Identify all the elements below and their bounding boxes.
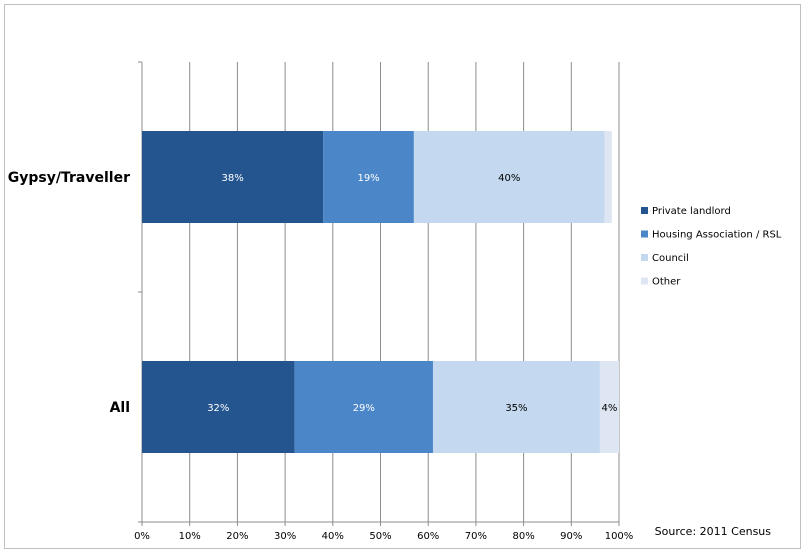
legend-swatch: [641, 207, 648, 214]
legend-entry: Council: [652, 253, 689, 264]
legend-swatch: [641, 277, 648, 285]
legend-entry: Other: [652, 277, 681, 288]
data-label: 29%: [353, 403, 375, 414]
chart-frame: 38% 19% 40% 32% 29% 35% 4% 0% 10% 20% 30% 40% 50% 60…: [4, 4, 801, 549]
legend-swatch: [641, 230, 648, 238]
x-tick-label: 50%: [369, 531, 391, 542]
data-label: 35%: [505, 403, 527, 414]
x-tick-label: 20%: [226, 531, 248, 542]
source-label: Source: 2011 Census: [655, 525, 772, 538]
legend-swatch: [641, 254, 648, 261]
bar-segment: [142, 131, 324, 223]
bar-segment: [604, 131, 612, 223]
category-label: Gypsy/Traveller: [8, 170, 130, 186]
bar-segment: [323, 131, 414, 223]
bar-segment: [432, 361, 600, 453]
bar-segment: [142, 361, 295, 453]
x-tick-labels: 0% 10% 20% 30% 40% 50% 60% 70% 80% 90% 100%: [134, 531, 633, 542]
legend: Private landlord Housing Association / RS…: [641, 206, 782, 288]
legend-entry: Private landlord: [652, 206, 731, 217]
x-tick-label: 60%: [417, 531, 439, 542]
bar-segment: [294, 361, 433, 453]
x-tick-label: 30%: [274, 531, 296, 542]
legend-entry: Housing Association / RSL: [652, 230, 782, 241]
bar-segment: [413, 131, 605, 223]
data-label: 4%: [602, 403, 618, 414]
bars: 38% 19% 40% 32% 29% 35% 4%: [142, 131, 619, 453]
x-tick-label: 10%: [179, 531, 201, 542]
category-label: All: [110, 400, 130, 416]
data-label: 19%: [357, 173, 379, 184]
category-labels: Gypsy/Traveller All: [8, 170, 130, 416]
x-tick-label: 100%: [605, 531, 634, 542]
x-tick-label: 40%: [322, 531, 344, 542]
data-label: 38%: [222, 173, 244, 184]
x-tick-label: 90%: [560, 531, 582, 542]
bar-segment: [599, 361, 619, 453]
stacked-bar-chart: 38% 19% 40% 32% 29% 35% 4% 0% 10% 20% 30% 40% 50% 60…: [8, 61, 782, 542]
x-tick-label: 0%: [134, 531, 150, 542]
data-label: 32%: [207, 403, 229, 414]
x-tick-label: 70%: [465, 531, 487, 542]
x-tick-label: 80%: [512, 531, 534, 542]
data-label: 40%: [498, 173, 520, 184]
